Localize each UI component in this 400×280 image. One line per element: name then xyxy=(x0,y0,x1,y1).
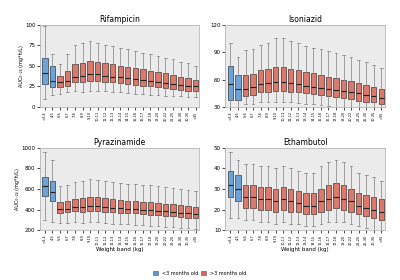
PathPatch shape xyxy=(57,76,63,87)
PathPatch shape xyxy=(178,77,183,90)
Title: Pyrazinamide: Pyrazinamide xyxy=(93,138,146,147)
PathPatch shape xyxy=(288,69,294,92)
PathPatch shape xyxy=(110,199,116,212)
PathPatch shape xyxy=(163,204,168,216)
PathPatch shape xyxy=(125,67,130,84)
PathPatch shape xyxy=(303,72,308,93)
PathPatch shape xyxy=(140,202,146,214)
PathPatch shape xyxy=(333,78,339,97)
Title: Rifampicin: Rifampicin xyxy=(99,15,140,24)
PathPatch shape xyxy=(258,71,263,92)
PathPatch shape xyxy=(250,74,256,95)
PathPatch shape xyxy=(356,83,361,101)
PathPatch shape xyxy=(42,58,48,84)
PathPatch shape xyxy=(280,67,286,91)
PathPatch shape xyxy=(326,185,331,210)
PathPatch shape xyxy=(102,198,108,212)
PathPatch shape xyxy=(132,67,138,85)
PathPatch shape xyxy=(341,80,346,98)
PathPatch shape xyxy=(326,77,331,96)
PathPatch shape xyxy=(333,183,339,207)
PathPatch shape xyxy=(155,72,161,87)
PathPatch shape xyxy=(102,63,108,81)
PathPatch shape xyxy=(235,75,241,100)
PathPatch shape xyxy=(148,202,153,214)
PathPatch shape xyxy=(311,73,316,94)
PathPatch shape xyxy=(65,201,70,212)
PathPatch shape xyxy=(250,185,256,207)
PathPatch shape xyxy=(87,61,93,81)
PathPatch shape xyxy=(243,75,248,96)
PathPatch shape xyxy=(193,207,198,218)
PathPatch shape xyxy=(243,185,248,207)
PathPatch shape xyxy=(296,71,301,92)
PathPatch shape xyxy=(364,195,369,216)
PathPatch shape xyxy=(318,189,324,212)
PathPatch shape xyxy=(50,181,55,201)
PathPatch shape xyxy=(95,62,100,81)
Title: Isoniazid: Isoniazid xyxy=(288,15,322,24)
PathPatch shape xyxy=(280,187,286,210)
PathPatch shape xyxy=(364,85,369,102)
Y-axis label: AUC₀₋₂₄ (mg*h/L): AUC₀₋₂₄ (mg*h/L) xyxy=(15,168,20,210)
PathPatch shape xyxy=(50,66,55,87)
PathPatch shape xyxy=(118,66,123,83)
PathPatch shape xyxy=(148,71,153,87)
PathPatch shape xyxy=(273,67,278,91)
PathPatch shape xyxy=(356,193,361,214)
PathPatch shape xyxy=(288,189,294,212)
Title: Ethambutol: Ethambutol xyxy=(283,138,327,147)
PathPatch shape xyxy=(378,89,384,104)
PathPatch shape xyxy=(110,64,116,82)
PathPatch shape xyxy=(163,73,168,88)
PathPatch shape xyxy=(341,185,346,210)
PathPatch shape xyxy=(42,177,48,196)
PathPatch shape xyxy=(193,80,198,92)
PathPatch shape xyxy=(371,197,376,218)
PathPatch shape xyxy=(118,200,123,213)
PathPatch shape xyxy=(132,201,138,213)
PathPatch shape xyxy=(266,69,271,92)
PathPatch shape xyxy=(371,87,376,102)
PathPatch shape xyxy=(87,197,93,211)
PathPatch shape xyxy=(348,189,354,212)
PathPatch shape xyxy=(80,63,85,82)
PathPatch shape xyxy=(348,81,354,99)
PathPatch shape xyxy=(185,206,191,218)
X-axis label: Weight band (kg): Weight band (kg) xyxy=(96,248,143,252)
PathPatch shape xyxy=(178,205,183,217)
PathPatch shape xyxy=(72,199,78,211)
PathPatch shape xyxy=(125,200,130,213)
PathPatch shape xyxy=(235,175,241,201)
Y-axis label: AUC₀₋₂₄ (mg*h/L): AUC₀₋₂₄ (mg*h/L) xyxy=(18,45,24,87)
PathPatch shape xyxy=(258,187,263,210)
PathPatch shape xyxy=(65,71,70,86)
PathPatch shape xyxy=(95,197,100,211)
PathPatch shape xyxy=(378,199,384,220)
PathPatch shape xyxy=(228,66,233,100)
PathPatch shape xyxy=(311,193,316,214)
Legend: <3 months old, >3 months old: <3 months old, >3 months old xyxy=(152,269,248,277)
PathPatch shape xyxy=(155,203,161,215)
PathPatch shape xyxy=(228,171,233,197)
PathPatch shape xyxy=(140,69,146,86)
PathPatch shape xyxy=(170,204,176,216)
PathPatch shape xyxy=(185,78,191,91)
PathPatch shape xyxy=(170,75,176,89)
PathPatch shape xyxy=(57,202,63,213)
PathPatch shape xyxy=(318,75,324,95)
PathPatch shape xyxy=(266,187,271,210)
PathPatch shape xyxy=(273,189,278,212)
PathPatch shape xyxy=(80,198,85,212)
X-axis label: Weight band (kg): Weight band (kg) xyxy=(281,248,329,252)
PathPatch shape xyxy=(303,193,308,214)
PathPatch shape xyxy=(296,191,301,212)
PathPatch shape xyxy=(72,64,78,82)
